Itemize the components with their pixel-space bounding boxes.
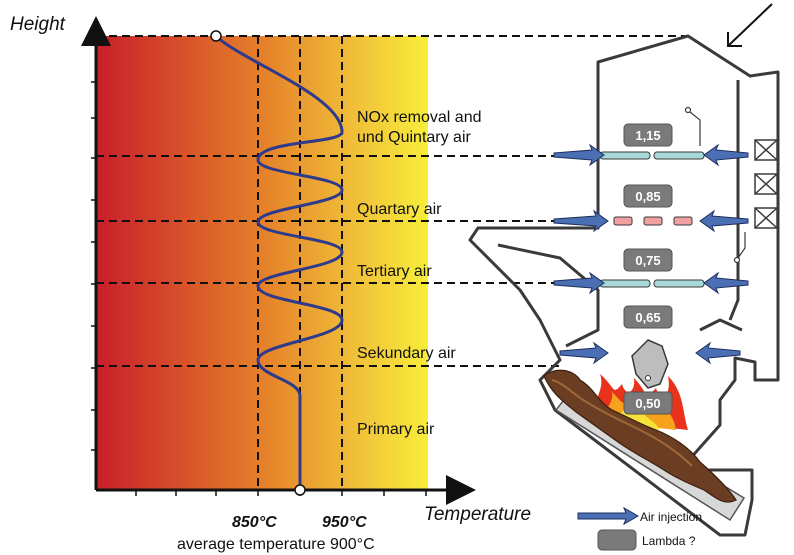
zone-labels: NOx removal and und Quintary air Quartar…: [357, 109, 482, 438]
arrow-tertiary-left: [553, 271, 605, 295]
zone-label-quartary: Quartary air: [357, 201, 442, 218]
air-injection-arrows: [553, 143, 749, 365]
burner-tip: [645, 375, 651, 381]
lambda-box-quartary: 0,85: [623, 184, 673, 208]
zone-boundaries: [96, 35, 690, 367]
legend-lambda-icon: [597, 529, 637, 551]
arrow-quintary-left: [553, 143, 605, 167]
zone-label-secondary: Sekundary air: [357, 345, 456, 362]
arrow-quartary-right: [699, 209, 749, 233]
arrow-quartary-left: [553, 209, 609, 233]
temperature-gradient: [96, 36, 428, 490]
zone-label-tertiary: Tertiary air: [357, 263, 432, 280]
pipe-quintary-left: [599, 151, 651, 160]
zone-label-primary: Primary air: [357, 421, 435, 438]
lambda-value-secondary: 0,65: [635, 310, 660, 325]
y-axis-ticks: [91, 81, 96, 451]
burner-cone: [631, 339, 669, 389]
fuel-bed: [543, 369, 737, 503]
lambda-value-primary: 0,50: [635, 396, 660, 411]
average-temperature-label: average temperature 900°C: [177, 536, 375, 553]
flue-outlet-arrow-icon: [727, 3, 773, 47]
arrow-tertiary-right: [703, 271, 749, 295]
x-axis-title: Temperature: [424, 504, 531, 525]
tick-label-950: 950°C: [322, 514, 367, 531]
temperature-profile-curve: [214, 34, 344, 490]
fuel-bed-highlight: [551, 379, 693, 467]
arrow-secondary-right: [695, 341, 741, 365]
legend: Air injection Lambda ?: [577, 506, 702, 551]
probe-wires: [684, 106, 746, 264]
chart-axes: [81, 16, 476, 505]
pipe-tertiary-left: [599, 279, 651, 288]
legend-lambda-label: Lambda ?: [642, 534, 696, 548]
nozzle-quartary-1: [613, 216, 633, 226]
pipe-quintary-right: [653, 151, 705, 160]
arrow-quintary-right: [703, 143, 749, 167]
curve-bottom-point: [294, 484, 306, 496]
arrow-secondary-left: [559, 341, 609, 365]
boiler-inner-left-wall: [497, 243, 600, 348]
nozzle-quartary-3: [673, 216, 693, 226]
lambda-value-quartary: 0,85: [635, 189, 660, 204]
lambda-box-primary: 0,50: [623, 391, 673, 415]
boiler-outer-wall: [468, 34, 780, 537]
x-axis-ticks: [135, 490, 427, 496]
zone-label-quintary-line1: NOx removal and: [357, 109, 482, 126]
legend-air-injection-label: Air injection: [640, 510, 702, 524]
lambda-box-tertiary: 0,75: [623, 248, 673, 272]
injection-pipes: [599, 151, 705, 288]
tick-label-850: 850°C: [232, 514, 277, 531]
zone-label-quintary-line2: und Quintary air: [357, 129, 472, 146]
lambda-value-tertiary: 0,75: [635, 253, 660, 268]
boiler-throat: [699, 318, 743, 332]
curve-top-point: [210, 30, 222, 42]
pipe-tertiary-right: [653, 279, 705, 288]
lambda-box-secondary: 0,65: [623, 305, 673, 329]
nozzle-quartary-2: [643, 216, 663, 226]
lambda-value-quintary: 1,15: [635, 128, 660, 143]
y-axis-title: Height: [10, 14, 66, 35]
heat-exchanger: [754, 139, 778, 229]
lambda-boxes: 1,15 0,85 0,75 0,65 0,50: [623, 123, 673, 415]
legend-air-injection-icon: [577, 506, 640, 526]
lambda-box-quintary: 1,15: [623, 123, 673, 147]
